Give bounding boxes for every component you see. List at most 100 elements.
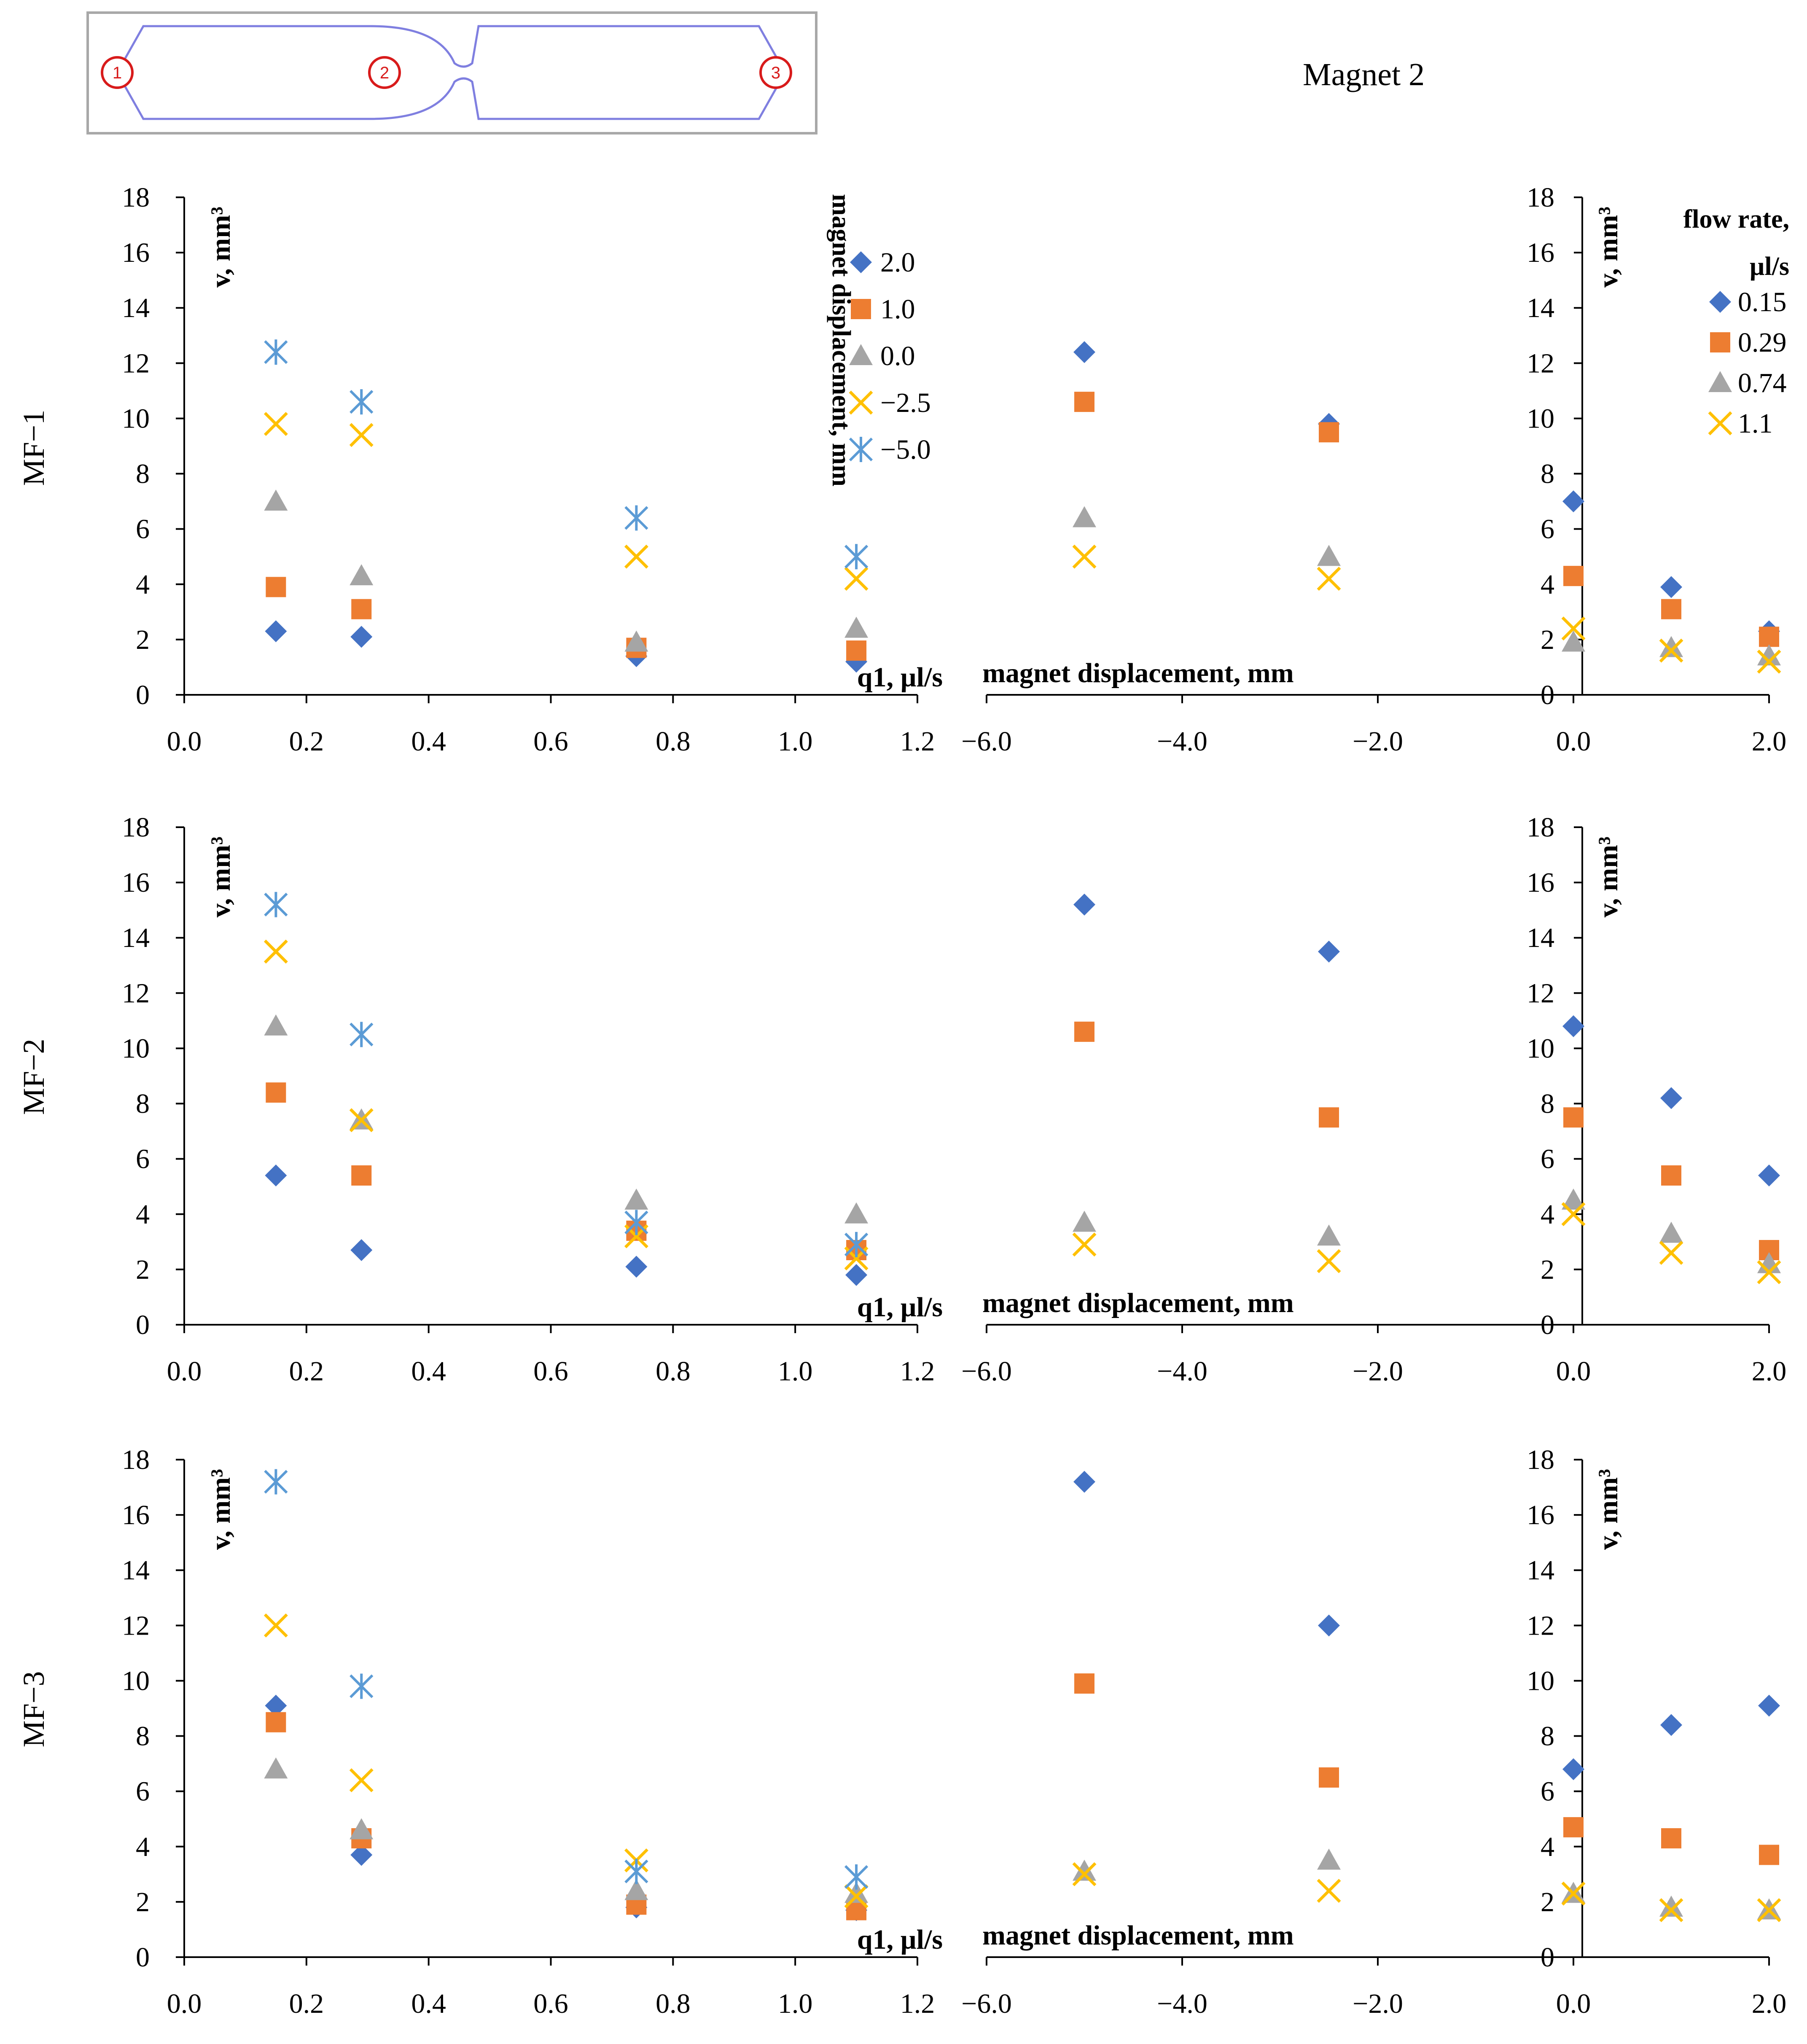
chart-row-2: 0 2 4 6 8 10 12 14 16 18 0.0 0.2 0.4 0.6 0.8 1.0 1.2 v, m… — [122, 812, 1786, 1387]
data-point — [1319, 422, 1339, 443]
legend-label: −5.0 — [880, 434, 931, 465]
legend-label: 0.29 — [1738, 327, 1787, 358]
y-axis-title: v, mm³ — [1593, 836, 1624, 917]
data-point — [350, 1022, 374, 1047]
legend-label: −2.5 — [880, 387, 931, 418]
data-point — [624, 1210, 648, 1235]
data-point — [350, 1844, 373, 1866]
x-axis-title: q1, µl/s — [857, 1292, 943, 1323]
flow-rate-panel-2: 0 2 4 6 8 10 12 14 16 18 0.0 0.2 0.4 0.6 0.8 1.0 1.2 v, m… — [122, 812, 943, 1387]
data-point — [624, 1189, 648, 1210]
y-tick-label: 16 — [122, 237, 150, 268]
data-point — [264, 1014, 288, 1035]
x-tick-label: 0.2 — [289, 726, 324, 757]
series-3 — [1072, 544, 1781, 674]
y-tick-label: 12 — [122, 1610, 150, 1641]
data-point — [1319, 1767, 1339, 1788]
data-point — [1317, 567, 1341, 591]
y-tick-label: 16 — [122, 867, 150, 898]
series-3 — [264, 412, 869, 591]
series-1 — [1074, 1022, 1779, 1260]
y-axis-title: v, mm³ — [1593, 207, 1624, 288]
legend-flow-rate: flow rate, µl/s 0.15 0.29 0.74 1.1 — [1683, 205, 1789, 439]
x-tick-label: −2.0 — [1353, 1988, 1403, 2019]
y-tick-label: 16 — [1527, 867, 1554, 898]
x-tick-label: 0.0 — [1556, 1356, 1591, 1387]
y-tick-label: 10 — [122, 1665, 150, 1696]
data-point — [844, 567, 869, 591]
data-point — [1659, 1898, 1683, 1923]
data-point — [1660, 1714, 1682, 1736]
legend-marker — [849, 344, 873, 365]
data-point — [1659, 1241, 1683, 1265]
data-point — [264, 892, 288, 917]
data-point — [844, 544, 869, 570]
x-tick-label: 1.2 — [900, 1988, 935, 2019]
data-point — [1318, 941, 1340, 963]
legend-marker — [850, 251, 872, 273]
data-point — [1757, 1898, 1781, 1923]
data-point — [1562, 1015, 1584, 1037]
data-point — [1074, 392, 1094, 412]
x-tick-label: 0.6 — [533, 1356, 568, 1387]
x-tick-label: −6.0 — [961, 1988, 1012, 2019]
x-tick-label: 1.0 — [778, 1356, 813, 1387]
data-point — [1562, 1189, 1585, 1210]
y-tick-label: 14 — [1527, 293, 1554, 323]
legend-title: magnet displacement, mm — [827, 194, 855, 487]
x-tick-label: 0.8 — [656, 1356, 691, 1387]
x-tick-label: 0.0 — [167, 1356, 202, 1387]
displacement-panel-2: 0 2 4 6 8 10 12 14 16 18 −6.0 −4.0 −2.0 0.0 2.0 v, mm³ m… — [961, 812, 1786, 1387]
data-point — [1318, 1614, 1340, 1637]
y-tick-label: 8 — [1541, 1721, 1554, 1752]
data-point — [624, 544, 648, 569]
y-tick-label: 10 — [1527, 403, 1554, 434]
data-point — [1073, 1859, 1096, 1881]
data-point — [1561, 1202, 1586, 1226]
data-point — [265, 1694, 287, 1717]
x-tick-label: 0.8 — [656, 726, 691, 757]
legend-marker — [1708, 411, 1732, 436]
data-point — [264, 1613, 288, 1638]
x-tick-label: 0.4 — [411, 1356, 446, 1387]
x-tick-label: 1.2 — [900, 1356, 935, 1387]
data-point — [266, 1082, 286, 1103]
data-point — [1757, 1260, 1781, 1284]
y-tick-label: 18 — [1527, 812, 1554, 843]
data-point — [264, 412, 288, 436]
y-tick-label: 6 — [1541, 514, 1554, 545]
y-tick-label: 14 — [122, 293, 150, 323]
y-tick-label: 18 — [122, 182, 150, 213]
data-point — [264, 939, 288, 964]
junction-marker-2: 2 — [368, 56, 401, 89]
y-tick-label: 2 — [136, 1254, 150, 1285]
data-point — [1073, 506, 1096, 527]
chart-row-3: 0 2 4 6 8 10 12 14 16 18 0.0 0.2 0.4 0.6 0.8 1.0 1.2 v, m… — [122, 1444, 1786, 2019]
data-point — [350, 564, 374, 586]
x-tick-label: −4.0 — [1157, 1356, 1207, 1387]
data-point — [624, 505, 648, 531]
data-point — [1073, 341, 1095, 363]
data-point — [1759, 627, 1779, 647]
y-tick-label: 12 — [122, 348, 150, 379]
marker-label-1: 1 — [113, 64, 122, 82]
y-tick-label: 4 — [136, 1199, 150, 1230]
x-tick-label: 2.0 — [1752, 1988, 1787, 2019]
series-0 — [265, 1694, 868, 1921]
series-1 — [1074, 1673, 1779, 1865]
inlet-marker-1: 1 — [101, 56, 134, 89]
displacement-panel-3: 0 2 4 6 8 10 12 14 16 18 −6.0 −4.0 −2.0 0.0 2.0 v, mm³ m… — [961, 1444, 1786, 2019]
y-tick-label: 0 — [1541, 1310, 1554, 1340]
x-tick-label: 0.0 — [167, 726, 202, 757]
figure-title: Magnet 2 — [1303, 57, 1425, 92]
x-axis-title: q1, µl/s — [857, 662, 943, 693]
x-tick-label: −2.0 — [1353, 726, 1403, 757]
data-point — [1563, 1107, 1584, 1128]
legend-label: 0.74 — [1738, 368, 1787, 398]
row-label-mf1: MF−1 — [17, 410, 51, 486]
data-point — [265, 620, 287, 643]
data-point — [624, 630, 648, 652]
y-tick-label: 6 — [136, 1144, 150, 1175]
marker-label-2: 2 — [380, 64, 389, 82]
row-label-mf3: MF−3 — [17, 1671, 51, 1748]
